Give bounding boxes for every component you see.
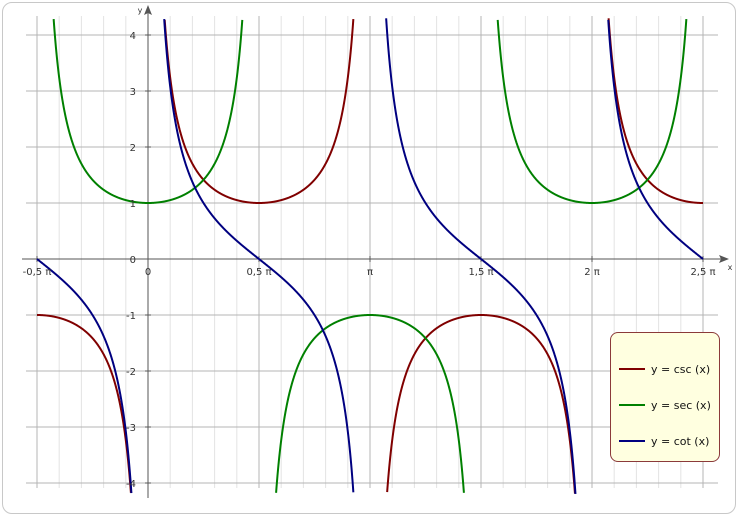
legend-item-csc: y = csc (x) <box>619 361 710 377</box>
legend-label: y = sec (x) <box>651 398 711 412</box>
series-line-sec <box>52 19 688 493</box>
y-tick-label: 0 <box>130 255 136 266</box>
y-tick-label: 1 <box>130 199 136 210</box>
x-tick-label: 2,5 π <box>690 267 715 278</box>
legend-label: y = csc (x) <box>651 362 711 376</box>
legend-item-sec: y = sec (x) <box>619 397 711 413</box>
y-tick-label: 3 <box>130 87 136 98</box>
legend-swatch <box>619 404 645 406</box>
y-tick-label: 2 <box>130 143 136 154</box>
x-tick-label: 1,5 π <box>468 267 493 278</box>
x-tick-label: -0,5 π <box>23 267 52 278</box>
y-tick-label: 4 <box>130 31 136 42</box>
x-axis-label: x <box>728 263 733 272</box>
y-tick-label: -1 <box>126 311 136 322</box>
legend-swatch <box>619 368 645 370</box>
axes <box>22 5 729 498</box>
legend-swatch <box>619 440 645 442</box>
legend: y = csc (x) y = sec (x) y = cot (x) <box>610 332 720 462</box>
x-axis-arrow <box>719 255 729 263</box>
x-tick-label: π <box>367 267 373 278</box>
y-tick-label: -3 <box>126 423 136 434</box>
y-tick-label: -2 <box>126 367 136 378</box>
legend-label: y = cot (x) <box>651 434 710 448</box>
x-tick-label: 0 <box>145 267 151 278</box>
y-tick-label: -4 <box>126 479 136 490</box>
legend-item-cot: y = cot (x) <box>619 433 709 449</box>
y-axis-label: y <box>138 6 143 15</box>
series-line-cot <box>36 18 704 494</box>
series-line-csc <box>36 18 704 494</box>
tick-labels: -0,5 π 0 0,5 π π 1,5 π 2 π 2,5 π 4 3 2 1 0 -1 -2 -3 -4 x… <box>23 6 733 490</box>
x-tick-label: 0,5 π <box>246 267 271 278</box>
series-group <box>36 18 704 494</box>
x-tick-label: 2 π <box>584 267 600 278</box>
y-axis-arrow <box>144 5 152 15</box>
